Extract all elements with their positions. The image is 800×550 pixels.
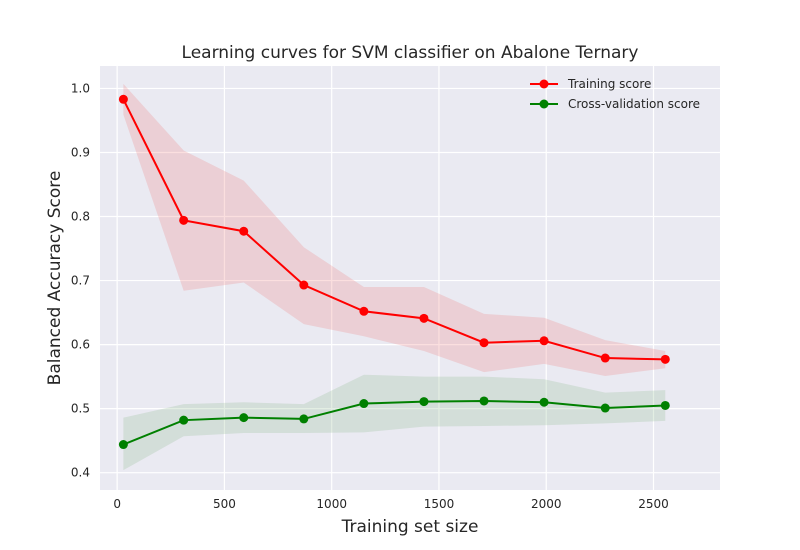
training-score-point — [118, 94, 128, 104]
y-tick-label: 0.6 — [71, 338, 90, 352]
cv-score-point — [239, 413, 249, 423]
grid-lines — [100, 66, 720, 490]
training-score-point — [179, 215, 189, 225]
y-tick-label: 0.9 — [71, 145, 90, 159]
cv-score-point — [600, 403, 610, 413]
cv-score-point — [419, 397, 429, 407]
training-score-point — [419, 313, 429, 323]
x-tick-label: 2500 — [638, 497, 669, 511]
cv-score-point — [479, 396, 489, 406]
training-score-point — [359, 306, 369, 316]
chart-title: Learning curves for SVM classifier on Ab… — [182, 43, 639, 63]
series-lines — [122, 98, 666, 446]
cv-confidence-band — [123, 374, 666, 471]
cv-score-point — [179, 415, 189, 425]
legend-label-cv: Cross-validation score — [568, 97, 700, 111]
y-tick-label: 0.8 — [71, 210, 90, 224]
y-tick-label: 0.4 — [71, 466, 90, 480]
x-tick-label: 2000 — [531, 497, 562, 511]
y-tick-label: 0.5 — [71, 402, 90, 416]
y-tick-label: 1.0 — [71, 81, 90, 95]
x-tick-label: 0 — [113, 497, 121, 511]
training-score-point — [239, 226, 249, 236]
x-tick-labels: 0 500 1000 1500 2000 2500 — [113, 497, 668, 511]
legend-label-training: Training score — [567, 77, 651, 91]
training-score-point — [539, 336, 549, 346]
cv-score-line — [123, 399, 666, 446]
x-tick-label: 500 — [213, 497, 236, 511]
training-score-point — [479, 338, 489, 348]
x-axis-label: Training set size — [341, 517, 479, 537]
training-score-point — [660, 354, 670, 364]
y-tick-label: 0.7 — [71, 274, 90, 288]
legend: Training score Cross-validation score — [530, 77, 700, 111]
cv-score-point — [539, 397, 549, 407]
y-tick-labels: 0.4 0.5 0.6 0.7 0.8 0.9 1.0 — [71, 81, 90, 479]
cv-score-point — [359, 399, 369, 409]
training-score-point — [299, 280, 309, 290]
series-markers — [118, 94, 670, 450]
cv-score-point — [118, 440, 128, 450]
x-tick-label: 1500 — [424, 497, 455, 511]
legend-marker-cv — [539, 99, 549, 109]
legend-marker-training — [539, 79, 549, 89]
x-tick-label: 1000 — [316, 497, 347, 511]
cv-score-point — [660, 400, 670, 410]
cv-score-point — [299, 414, 309, 424]
y-axis-label: Balanced Accuracy Score — [45, 171, 65, 386]
training-score-point — [600, 353, 610, 363]
training-score-line — [122, 98, 666, 361]
